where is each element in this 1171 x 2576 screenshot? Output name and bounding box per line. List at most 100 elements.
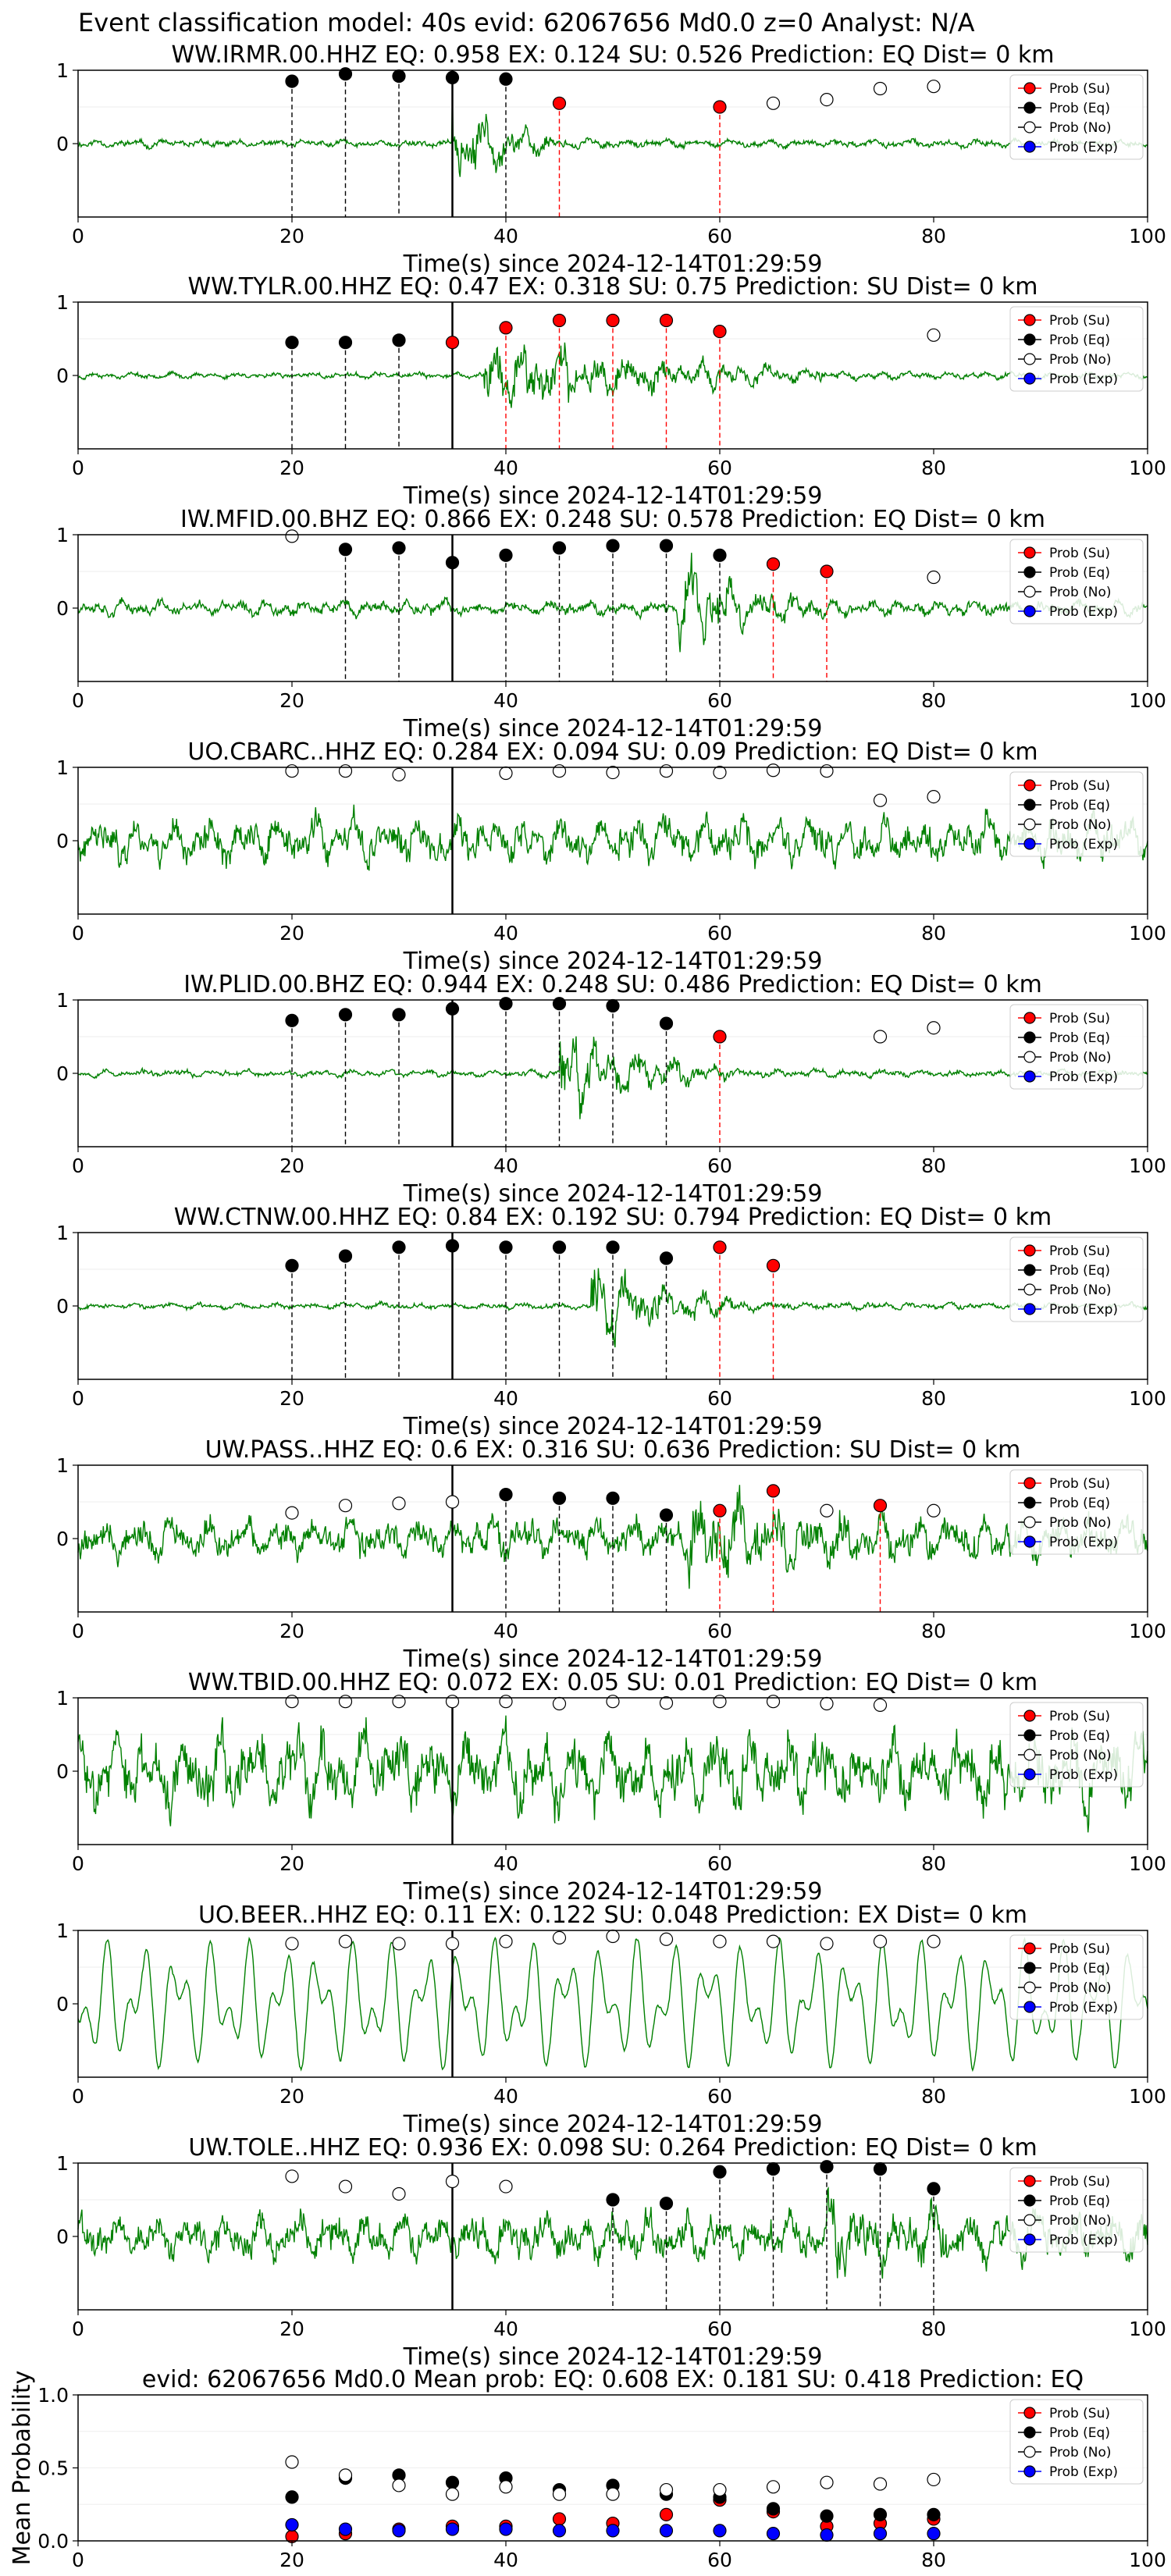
legend: Prob (Su) Prob (Eq) Prob (No) Prob (Exp) [1009, 306, 1144, 392]
legend-marker [1023, 1768, 1036, 1781]
prob-point-probno [873, 2477, 888, 2491]
waveform-trace [77, 1937, 1148, 2073]
legend-label: Prob (No) [1049, 1748, 1112, 1763]
legend-marker [1023, 101, 1036, 114]
y-tick-label: 1 [56, 524, 69, 546]
legend-marker [1023, 121, 1036, 133]
prob-point-probno [820, 92, 834, 107]
prob-point-probno [285, 1506, 299, 1520]
legend-label: Prob (Eq) [1049, 565, 1110, 581]
x-tick-label: 80 [921, 1155, 946, 1177]
prob-point-probno [285, 529, 299, 543]
prob-point-probno [820, 1696, 834, 1711]
prob-point-probno [766, 763, 781, 777]
prob-point-probeq [927, 2182, 941, 2196]
subplot-title: UO.CBARC..HHZ EQ: 0.284 EX: 0.094 SU: 0.… [187, 738, 1038, 766]
prob-point-probexp [285, 2517, 299, 2532]
x-tick-label: 60 [707, 1852, 732, 1875]
subplot-3: IW.MFID.00.BHZ EQ: 0.866 EX: 0.248 SU: 0… [56, 506, 1166, 742]
prob-point-probno [766, 2480, 781, 2494]
prob-point-probno [659, 1695, 674, 1710]
prob-point-probno [338, 2179, 353, 2194]
x-tick-label: 80 [921, 457, 946, 479]
y-tick-label: 1 [56, 2152, 69, 2175]
legend-marker [1023, 1981, 1036, 1994]
x-tick-label: 40 [493, 2318, 518, 2340]
prob-point-probno [713, 765, 727, 780]
x-tick-label: 100 [1129, 225, 1166, 247]
x-tick-label: 20 [279, 225, 304, 247]
x-tick-label: 100 [1129, 1620, 1166, 1642]
legend-box [1009, 2399, 1144, 2485]
x-tick-label: 60 [707, 1155, 732, 1177]
x-tick-label: 100 [1129, 1852, 1166, 1875]
prob-point-probeq [338, 1008, 353, 1022]
legend-label: Prob (Exp) [1049, 2000, 1118, 2016]
prob-point-probeq [392, 69, 406, 84]
prob-point-probeq [285, 74, 299, 88]
legend-marker [1023, 372, 1036, 385]
x-tick-label: 80 [921, 225, 946, 247]
prob-point-probsu [552, 313, 567, 328]
x-tick-label: 80 [921, 689, 946, 712]
prob-point-probsu [820, 564, 834, 578]
x-tick-label: 100 [1129, 2549, 1166, 2571]
prob-point-probno [392, 1695, 406, 1709]
prob-point-probno [927, 80, 941, 94]
x-axis-label: Time(s) since 2024-12-14T01:29:59 [403, 715, 823, 742]
prob-point-probeq [499, 1240, 513, 1254]
x-tick-label: 80 [921, 2085, 946, 2108]
legend-marker [1023, 546, 1036, 559]
prob-point-probsu [659, 2507, 674, 2521]
x-tick-label: 0 [72, 922, 84, 945]
legend-marker [1023, 1303, 1036, 1315]
legend-marker [1023, 1051, 1036, 1063]
legend-marker [1023, 566, 1036, 578]
prob-point-probeq [338, 543, 353, 557]
prob-point-probno [552, 1696, 567, 1711]
prob-point-probno [766, 1695, 781, 1709]
prob-point-probno [445, 1937, 460, 1951]
prob-point-probno [927, 789, 941, 804]
x-tick-label: 0 [72, 689, 84, 712]
legend-label: Prob (Eq) [1049, 1728, 1110, 1744]
legend-box [1009, 1469, 1144, 1555]
prob-point-probeq [927, 2507, 941, 2521]
x-axis-label: Time(s) since 2024-12-14T01:29:59 [403, 2343, 823, 2371]
legend-label: Prob (Su) [1049, 1244, 1110, 1259]
x-tick-label: 20 [279, 1155, 304, 1177]
prob-point-probno [285, 1937, 299, 1951]
axes-frame [77, 1930, 1148, 2078]
prob-point-probno [606, 765, 620, 780]
y-tick-label: 1 [56, 1920, 69, 1942]
subplot-10: UW.TOLE..HHZ EQ: 0.936 EX: 0.098 SU: 0.2… [56, 2134, 1166, 2371]
prob-point-probeq [392, 541, 406, 555]
prob-point-probeq [766, 2161, 781, 2176]
legend-label: Prob (No) [1049, 817, 1112, 833]
legend: Prob (Su) Prob (Eq) Prob (No) Prob (Exp) [1009, 1934, 1144, 2020]
legend-marker [1023, 1477, 1036, 1489]
legend-label: Prob (Exp) [1049, 372, 1118, 387]
x-tick-label: 80 [921, 1620, 946, 1642]
x-tick-label: 0 [72, 1852, 84, 1875]
x-tick-label: 80 [921, 2549, 946, 2571]
prob-point-probsu [713, 325, 727, 339]
x-tick-label: 60 [707, 689, 732, 712]
x-axis-label: Time(s) since 2024-12-14T01:29:59 [403, 1180, 823, 1208]
x-axis-label: Time(s) since 2024-12-14T01:29:59 [403, 1413, 823, 1440]
legend-label: Prob (Exp) [1049, 1767, 1118, 1783]
legend: Prob (Su) Prob (Eq) Prob (No) Prob (Exp) [1009, 1236, 1144, 1322]
x-tick-label: 40 [493, 1620, 518, 1642]
y-tick-label: 0 [56, 1528, 69, 1550]
legend-marker [1023, 838, 1036, 850]
prob-point-probsu [445, 336, 460, 350]
legend-box [1009, 1004, 1144, 1090]
prob-point-probno [552, 2487, 567, 2501]
legend-label: Prob (Su) [1049, 1476, 1110, 1492]
subplot-6: WW.CTNW.00.HHZ EQ: 0.84 EX: 0.192 SU: 0.… [56, 1204, 1166, 1440]
subplot-title: UW.TOLE..HHZ EQ: 0.936 EX: 0.098 SU: 0.2… [188, 2134, 1037, 2161]
x-tick-label: 40 [493, 225, 518, 247]
prob-point-probno [445, 1495, 460, 1509]
legend-label: Prob (Exp) [1049, 1069, 1118, 1085]
